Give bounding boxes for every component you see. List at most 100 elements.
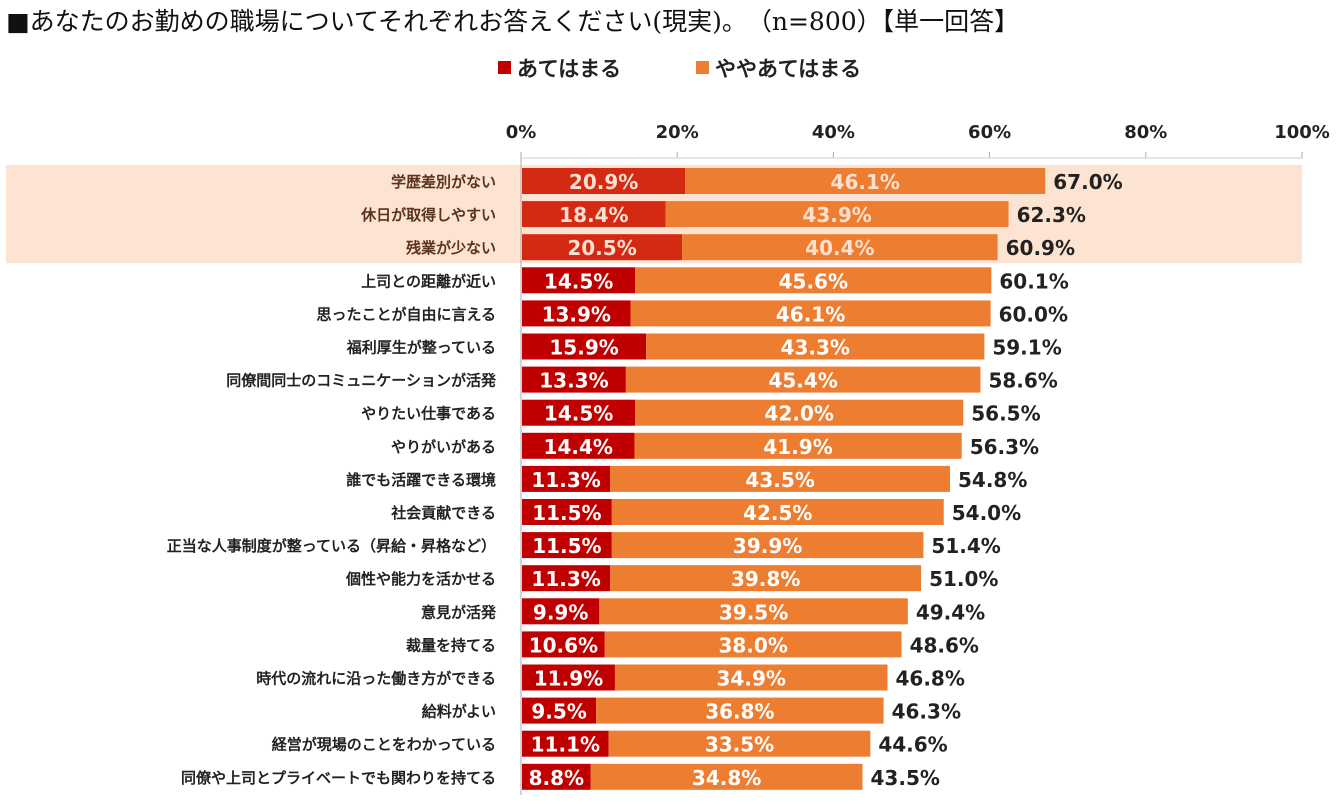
data-label-series1: 18.4% xyxy=(559,203,628,227)
data-label-series2: 36.8% xyxy=(705,700,774,724)
data-label-series2: 41.9% xyxy=(763,435,832,459)
bar-series1 xyxy=(522,234,683,261)
data-label-series2: 34.9% xyxy=(717,667,786,691)
category-label: 福利厚生が整っている xyxy=(346,339,496,357)
bar-series1 xyxy=(522,333,647,360)
bar-series1 xyxy=(522,432,635,459)
x-tick-label: 20% xyxy=(656,122,699,143)
category-label: 休日が取得しやすい xyxy=(360,206,496,224)
category-label: 時代の流れに沿った働き方ができる xyxy=(256,670,496,688)
bar-series2 xyxy=(635,399,964,426)
data-label-series2: 46.1% xyxy=(831,170,900,194)
bar-series2 xyxy=(646,333,985,360)
category-label: 給料がよい xyxy=(422,703,496,721)
category-label: 上司との距離が近い xyxy=(361,272,496,290)
category-label: 社会貢献できる xyxy=(390,504,496,522)
category-label: 残業が少ない xyxy=(406,239,496,257)
data-label-series1: 15.9% xyxy=(549,336,618,360)
legend-label-series1: あてはまる xyxy=(517,57,621,81)
data-label-series1: 9.9% xyxy=(533,600,588,624)
data-label-series2: 42.0% xyxy=(765,402,834,426)
bar-series1 xyxy=(522,465,611,492)
bar-series2 xyxy=(634,432,962,459)
x-tick-label: 40% xyxy=(812,122,855,143)
data-label-total: 56.3% xyxy=(970,435,1039,459)
data-label-total: 43.5% xyxy=(871,766,940,790)
data-label-series2: 43.5% xyxy=(745,468,814,492)
bar-series2 xyxy=(599,598,908,625)
data-label-series1: 14.4% xyxy=(544,435,613,459)
data-label-total: 62.3% xyxy=(1017,203,1086,227)
bar-series2 xyxy=(610,565,922,592)
data-label-series1: 13.3% xyxy=(539,369,608,393)
data-label-series1: 11.3% xyxy=(531,567,600,591)
category-label: やりたい仕事である xyxy=(361,405,496,423)
data-label-total: 60.0% xyxy=(999,302,1068,326)
bar-series2 xyxy=(611,499,944,525)
data-label-series1: 11.5% xyxy=(532,501,601,525)
bar-series2 xyxy=(625,366,981,393)
bar-series2 xyxy=(630,300,991,327)
data-label-series2: 40.4% xyxy=(805,236,874,260)
bar-series2 xyxy=(611,532,924,559)
bar-series2 xyxy=(635,267,992,294)
legend-swatch-series2 xyxy=(696,61,709,74)
x-tick-label: 80% xyxy=(1124,122,1167,143)
bar-series1 xyxy=(522,300,631,327)
bar-series1 xyxy=(522,697,597,724)
bar-series2 xyxy=(610,465,950,492)
bar-series1 xyxy=(522,532,612,559)
category-label: 裁量を持てる xyxy=(406,636,496,654)
data-label-series2: 34.8% xyxy=(692,766,761,790)
bar-series1 xyxy=(522,201,666,228)
category-label: 同僚間同士のコミュニケーションが活発 xyxy=(226,372,497,390)
x-tick-label: 0% xyxy=(506,122,537,143)
bar-series1 xyxy=(522,168,686,194)
data-label-series2: 45.4% xyxy=(768,369,837,393)
data-label-series1: 9.5% xyxy=(531,700,586,724)
data-label-series1: 10.6% xyxy=(529,633,598,657)
bar-series2 xyxy=(685,168,1046,194)
bar-series2 xyxy=(604,631,902,658)
bar-series1 xyxy=(522,499,612,525)
bar-series1 xyxy=(522,267,636,294)
data-label-series1: 14.5% xyxy=(544,402,613,426)
data-label-total: 60.9% xyxy=(1006,236,1075,260)
data-label-series2: 38.0% xyxy=(718,633,787,657)
bar-series1 xyxy=(522,763,591,790)
category-label: 学歴差別がない xyxy=(391,173,496,191)
bar-series2 xyxy=(608,730,871,757)
data-label-series1: 20.5% xyxy=(567,236,636,260)
data-label-total: 51.4% xyxy=(931,534,1000,558)
data-label-series2: 43.9% xyxy=(802,203,871,227)
data-label-series1: 14.5% xyxy=(544,269,613,293)
data-label-total: 58.6% xyxy=(988,369,1057,393)
data-label-total: 44.6% xyxy=(878,733,947,757)
data-label-total: 51.0% xyxy=(929,567,998,591)
category-label: 同僚や上司とプライベートでも関わりを持てる xyxy=(181,769,496,787)
data-label-series1: 11.5% xyxy=(532,534,601,558)
bar-series1 xyxy=(522,730,609,757)
category-label: 正当な人事制度が整っている（昇給・昇格など） xyxy=(167,537,496,555)
category-label: 経営が現場のことをわかっている xyxy=(272,736,496,754)
data-label-series1: 11.1% xyxy=(531,733,600,757)
bar-series1 xyxy=(522,598,600,625)
data-label-total: 59.1% xyxy=(992,336,1061,360)
data-label-series1: 11.3% xyxy=(531,468,600,492)
data-label-series2: 45.6% xyxy=(779,269,848,293)
bar-series1 xyxy=(522,664,615,691)
page-title: ■あなたのお勤めの職場についてそれぞれお答えください(現実)。 （n=800）【… xyxy=(6,7,1020,36)
category-label: 個性や能力を活かせる xyxy=(345,570,496,588)
data-label-total: 54.8% xyxy=(958,468,1027,492)
data-label-total: 48.6% xyxy=(910,633,979,657)
data-label-total: 56.5% xyxy=(971,402,1040,426)
data-label-series2: 46.1% xyxy=(776,302,845,326)
bar-series2 xyxy=(590,763,863,790)
bar-series1 xyxy=(522,366,626,393)
bar-series1 xyxy=(522,399,636,426)
bar-series1 xyxy=(522,565,611,592)
bar-series2 xyxy=(614,664,888,691)
data-label-series2: 33.5% xyxy=(705,733,774,757)
legend-label-series2: ややあてはまる xyxy=(715,57,861,81)
